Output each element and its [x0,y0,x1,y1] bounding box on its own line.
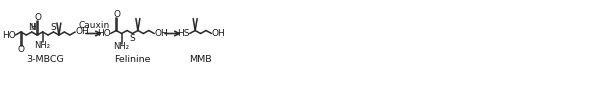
Text: O: O [113,10,120,19]
Text: O: O [18,44,25,53]
Text: 3-MBCG: 3-MBCG [26,56,64,65]
Text: Cauxin: Cauxin [79,21,110,30]
Text: NH₂: NH₂ [113,42,130,51]
Text: O: O [34,14,41,22]
Text: H: H [30,22,36,32]
Text: OH: OH [154,29,168,38]
Text: Felinine: Felinine [114,56,151,65]
Text: MMB: MMB [189,56,212,65]
Text: HO: HO [97,29,111,38]
Text: HS: HS [177,29,190,38]
Text: S: S [130,34,136,43]
Text: OH: OH [212,29,226,38]
Text: N: N [28,22,35,32]
Text: NH₂: NH₂ [35,40,50,50]
Text: HO: HO [2,31,16,40]
Text: OH: OH [76,28,89,37]
Text: S: S [50,22,56,32]
